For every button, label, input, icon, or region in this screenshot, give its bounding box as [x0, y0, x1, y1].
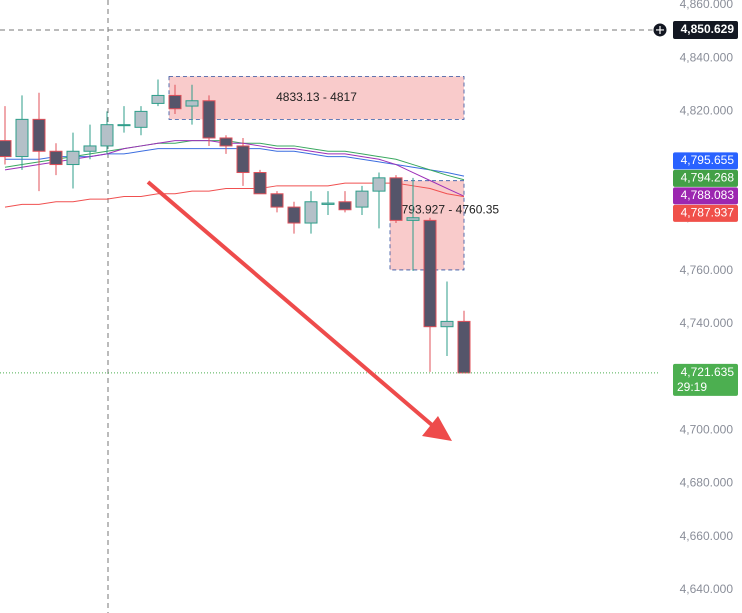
candle-body [134, 110, 148, 128]
candle-body [0, 140, 12, 158]
candle-body [49, 150, 63, 166]
candle-body [117, 124, 131, 127]
y-tick-label: 4,660.000 [680, 529, 734, 543]
price-label: 4,788.083 [681, 188, 735, 202]
price-label-box [673, 204, 738, 222]
candle-body [151, 94, 165, 104]
y-tick-label: 4,840.000 [680, 50, 734, 64]
y-tick-label: 4,740.000 [680, 316, 734, 330]
candle-body [15, 118, 29, 158]
countdown: 29:19 [677, 380, 707, 394]
price-label-box [673, 169, 738, 187]
price-label-box [673, 20, 738, 39]
moving-average [5, 148, 465, 177]
candle-body [389, 177, 403, 221]
candle-body [457, 320, 471, 374]
price-axis: 4,640.000 4,660.000 4,680.000 4,700.000 4,72… [652, 0, 738, 596]
price-label: 4,721.635 [681, 365, 735, 379]
candle-body [32, 118, 46, 152]
price-label: 4,850.629 [681, 22, 735, 36]
candle-body [270, 193, 284, 208]
plot: 4833.13 - 4817 4793.927 - 4760.35 [0, 29, 660, 374]
price-label-box [673, 152, 738, 170]
candle-body [83, 145, 97, 152]
y-tick-label: 4,860.000 [680, 0, 734, 11]
price-label-box [673, 363, 738, 396]
y-tick-label: 4,760.000 [680, 263, 734, 277]
price-label-box [673, 187, 738, 205]
zone [168, 76, 465, 120]
candle-body [440, 320, 454, 328]
price-label: 4,794.268 [681, 171, 735, 185]
candle-body [100, 124, 114, 147]
moving-average [4, 140, 465, 197]
candle-body [202, 100, 216, 139]
zone-label: 4833.13 - 4817 [276, 90, 357, 104]
y-tick-label: 4,700.000 [680, 423, 734, 437]
candle-body [304, 201, 318, 224]
candle-body [236, 145, 250, 174]
moving-average [4, 182, 465, 208]
candle-body [423, 219, 437, 328]
candle-body [66, 150, 80, 166]
candle-body [168, 94, 182, 110]
candle-body [253, 172, 267, 195]
candle-body [355, 190, 369, 208]
y-tick-label: 4,640.000 [680, 582, 734, 596]
price-label: 4,795.655 [681, 153, 735, 167]
y-tick-label: 4,820.000 [680, 104, 734, 118]
trend-arrow [146, 180, 452, 441]
candle-body [287, 206, 301, 224]
price-label: 4,787.937 [681, 206, 735, 220]
candle-body [185, 100, 199, 107]
candle-body [406, 217, 420, 221]
y-tick-label: 4,680.000 [680, 476, 734, 490]
zone-label: 4793.927 - 4760.35 [395, 202, 499, 216]
plus-icon [656, 25, 664, 34]
candle-body [372, 177, 386, 192]
moving-average [4, 140, 465, 181]
candle-body [338, 201, 352, 211]
candle-body [321, 202, 335, 205]
candle-body [219, 137, 233, 147]
